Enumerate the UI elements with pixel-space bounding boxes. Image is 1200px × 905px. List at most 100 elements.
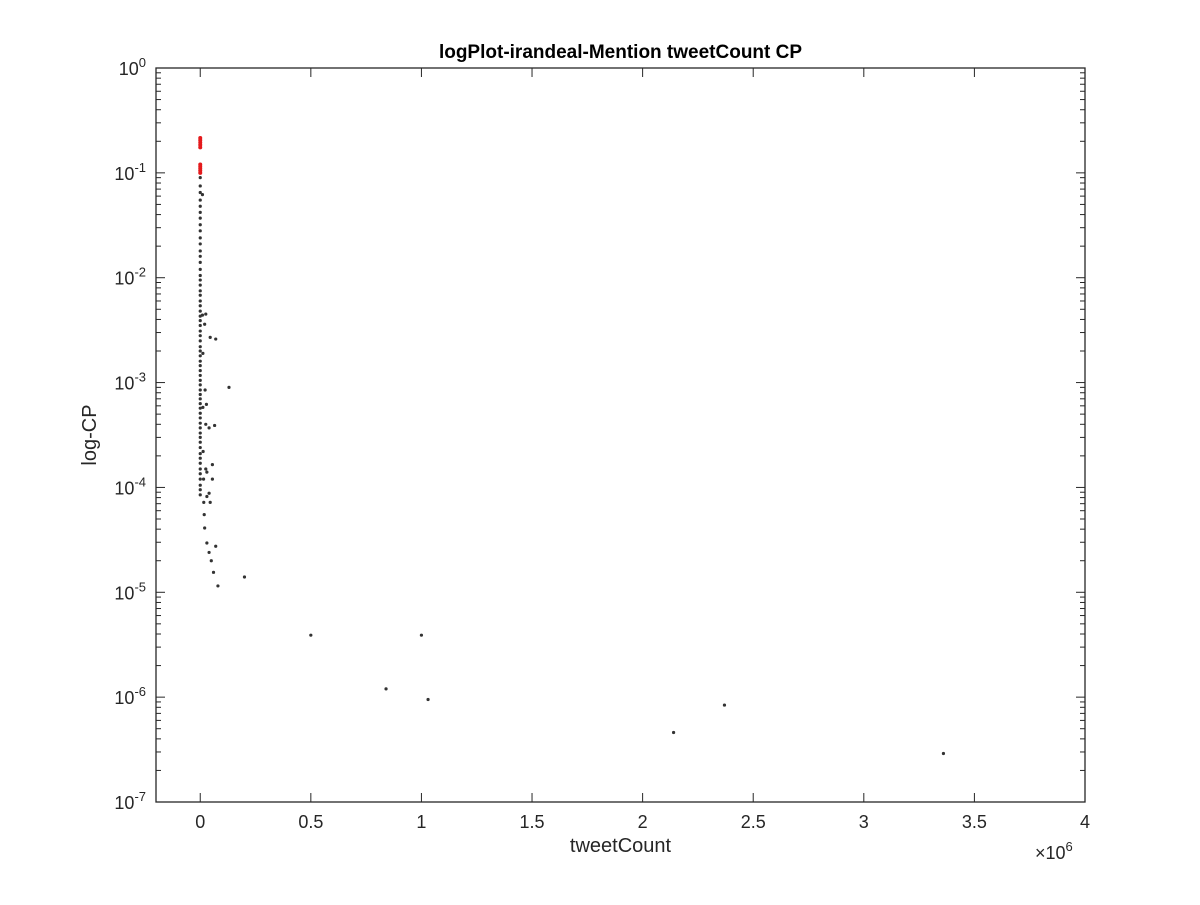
data-point bbox=[198, 402, 202, 406]
chart-title: logPlot-irandeal-Mention tweetCount CP bbox=[439, 42, 802, 63]
data-point bbox=[210, 463, 215, 467]
data-point bbox=[198, 373, 202, 378]
data-point bbox=[198, 184, 202, 188]
data-point bbox=[198, 283, 202, 287]
data-point bbox=[198, 309, 202, 313]
data-point bbox=[198, 318, 202, 323]
data-point bbox=[200, 313, 205, 317]
data-point bbox=[203, 322, 207, 326]
data-point bbox=[722, 703, 727, 707]
data-point bbox=[198, 278, 202, 282]
data-point bbox=[419, 633, 424, 637]
data-point bbox=[198, 216, 202, 220]
data-point bbox=[198, 383, 202, 387]
data-point bbox=[198, 359, 202, 363]
data-point bbox=[198, 190, 202, 195]
data-point bbox=[198, 483, 202, 487]
x-tick-label: 3 bbox=[859, 812, 869, 832]
data-point bbox=[207, 550, 211, 555]
data-point bbox=[198, 170, 203, 175]
x-axis-multiplier: ×106 bbox=[1035, 839, 1073, 863]
data-point bbox=[198, 378, 202, 382]
data-point bbox=[198, 329, 202, 333]
data-point bbox=[198, 249, 202, 253]
data-point bbox=[198, 445, 202, 450]
y-tick-label: 10-1 bbox=[114, 160, 146, 184]
x-axis-label: tweetCount bbox=[570, 835, 672, 857]
data-marks bbox=[198, 135, 946, 756]
data-point bbox=[198, 349, 202, 353]
data-point bbox=[208, 500, 212, 504]
data-point bbox=[198, 267, 202, 272]
axes-box bbox=[155, 67, 1086, 803]
data-point bbox=[205, 541, 209, 545]
data-point bbox=[198, 416, 202, 420]
data-point bbox=[198, 493, 202, 497]
data-point bbox=[198, 435, 202, 439]
data-point bbox=[198, 369, 202, 373]
data-point bbox=[207, 426, 211, 430]
data-point bbox=[214, 544, 218, 548]
data-point bbox=[198, 293, 202, 297]
data-point bbox=[426, 697, 430, 702]
data-point bbox=[204, 422, 208, 426]
data-point bbox=[198, 452, 202, 456]
data-point bbox=[213, 423, 217, 428]
data-point bbox=[202, 513, 206, 517]
data-point bbox=[203, 526, 207, 530]
y-tick-label: 100 bbox=[119, 55, 146, 79]
x-tick-label: 1 bbox=[416, 812, 426, 832]
y-tick-label: 10-7 bbox=[114, 789, 146, 813]
data-point bbox=[201, 477, 206, 481]
data-point bbox=[198, 364, 202, 368]
data-point bbox=[198, 299, 202, 303]
data-point bbox=[208, 335, 212, 339]
data-point bbox=[198, 421, 202, 425]
data-point bbox=[198, 467, 202, 471]
data-point bbox=[205, 494, 209, 499]
data-point bbox=[201, 405, 205, 409]
data-point bbox=[204, 312, 208, 316]
data-point bbox=[198, 388, 202, 392]
data-point bbox=[201, 449, 205, 454]
data-point bbox=[198, 198, 202, 202]
data-point bbox=[198, 323, 202, 328]
data-point bbox=[202, 500, 206, 504]
data-point bbox=[198, 488, 202, 492]
x-tick-label: 0 bbox=[195, 812, 205, 832]
data-point bbox=[198, 426, 202, 430]
y-tick-label: 10-5 bbox=[114, 579, 146, 603]
y-tick-label: 10-2 bbox=[114, 265, 146, 289]
data-point bbox=[198, 145, 203, 150]
data-point bbox=[198, 461, 202, 465]
data-point bbox=[211, 570, 216, 574]
data-point bbox=[198, 477, 202, 481]
data-point bbox=[384, 687, 388, 691]
data-point bbox=[198, 397, 202, 401]
data-point bbox=[198, 254, 202, 258]
data-point bbox=[198, 204, 202, 208]
y-tick-label: 10-6 bbox=[114, 684, 146, 708]
data-point bbox=[198, 334, 202, 338]
data-point bbox=[198, 229, 202, 233]
data-point bbox=[198, 411, 202, 415]
data-point bbox=[203, 388, 207, 392]
data-point bbox=[198, 289, 202, 293]
data-point bbox=[309, 633, 313, 637]
data-point bbox=[198, 242, 202, 246]
data-point bbox=[198, 431, 202, 435]
data-point bbox=[209, 559, 213, 563]
data-point bbox=[207, 491, 211, 495]
labels: logPlot-irandeal-Mention tweetCount CP t… bbox=[79, 42, 1073, 863]
data-point bbox=[200, 193, 205, 197]
data-point bbox=[198, 260, 202, 264]
data-point bbox=[216, 584, 220, 588]
data-point bbox=[198, 392, 202, 397]
data-point bbox=[198, 406, 202, 410]
ticks: 0 0.5 1 1.5 2 2.5 3 3.5 4 100 10-1 10-2 10-3 10-4 10-5… bbox=[114, 55, 1090, 832]
data-point bbox=[671, 730, 676, 735]
data-point bbox=[204, 467, 208, 471]
data-point bbox=[198, 339, 202, 343]
x-tick-label: 4 bbox=[1080, 812, 1090, 832]
